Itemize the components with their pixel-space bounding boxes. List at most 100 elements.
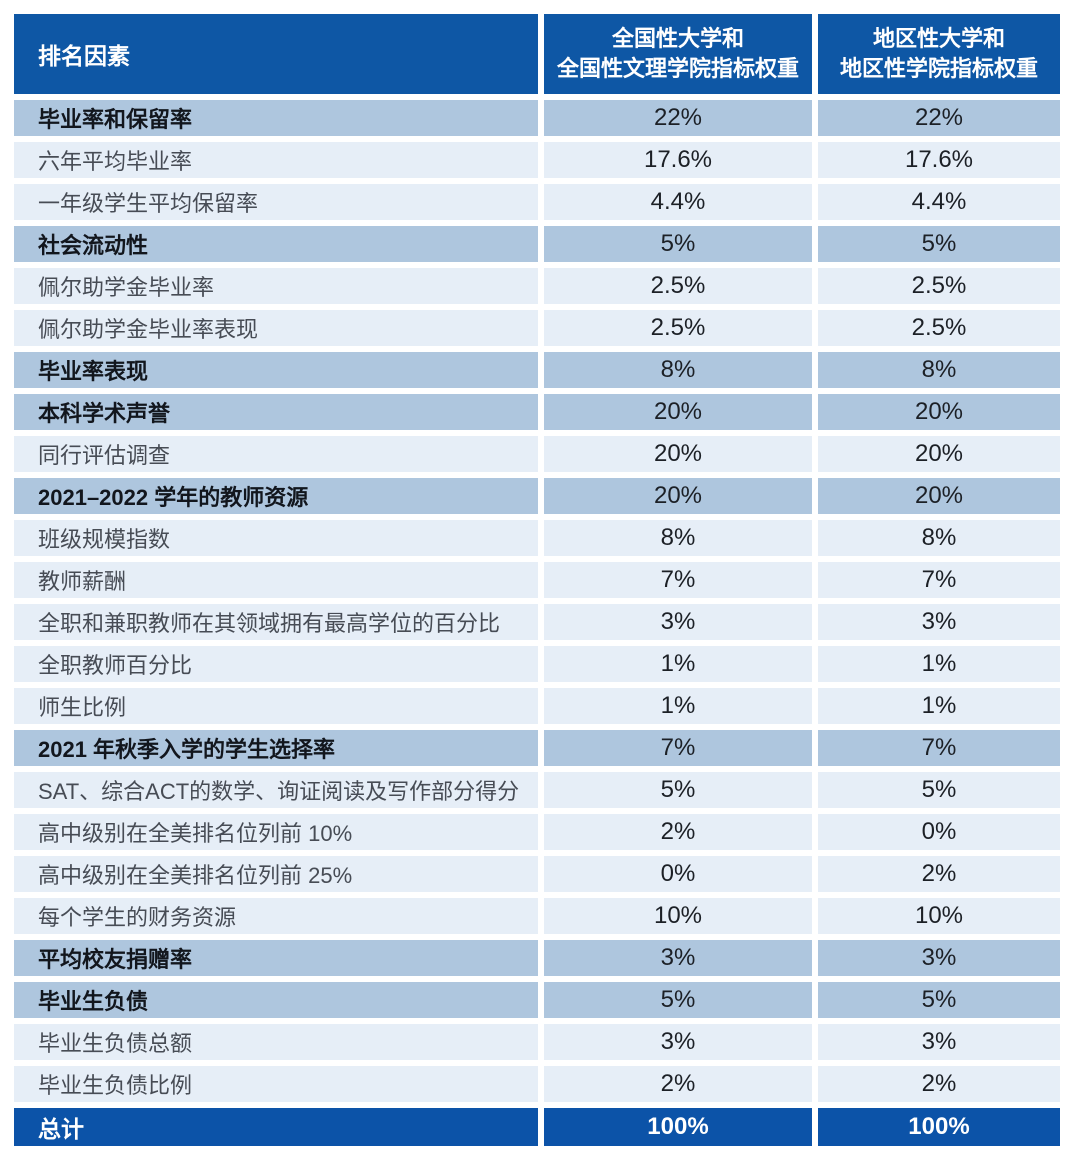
national-weight-value: 20% [544, 478, 812, 514]
ranking-weights-table: 排名因素 全国性大学和 全国性文理学院指标权重 地区性大学和 地区性学院指标权重… [14, 14, 1060, 1152]
row-label: 高中级别在全美排名位列前 25% [14, 856, 538, 892]
row-label: 本科学术声誉 [14, 394, 538, 430]
table-row: 毕业生负债总额 3% 3% [14, 1024, 1060, 1060]
regional-weight-value: 10% [818, 898, 1060, 934]
regional-weight-value: 1% [818, 688, 1060, 724]
regional-weight-value: 20% [818, 436, 1060, 472]
row-label: 毕业生负债总额 [14, 1024, 538, 1060]
table-row: 全职和兼职教师在其领域拥有最高学位的百分比 3% 3% [14, 604, 1060, 640]
regional-weight-value: 2% [818, 856, 1060, 892]
regional-weight-value: 8% [818, 520, 1060, 556]
row-label: 佩尔助学金毕业率 [14, 268, 538, 304]
row-label: 2021–2022 学年的教师资源 [14, 478, 538, 514]
national-weight-value: 10% [544, 898, 812, 934]
row-label: 毕业率和保留率 [14, 100, 538, 136]
row-label: 一年级学生平均保留率 [14, 184, 538, 220]
national-weight-value: 1% [544, 646, 812, 682]
regional-weight-value: 20% [818, 478, 1060, 514]
table-row: 六年平均毕业率 17.6% 17.6% [14, 142, 1060, 178]
national-weight-value: 8% [544, 520, 812, 556]
national-weight-value: 17.6% [544, 142, 812, 178]
header-national-line2: 全国性文理学院指标权重 [556, 56, 799, 81]
regional-weight-value: 20% [818, 394, 1060, 430]
national-weight-value: 3% [544, 940, 812, 976]
category-row: 本科学术声誉 20% 20% [14, 394, 1060, 430]
national-weight-value: 0% [544, 856, 812, 892]
regional-weight-value: 7% [818, 562, 1060, 598]
national-weight-value: 7% [544, 562, 812, 598]
category-row: 2021 年秋季入学的学生选择率 7% 7% [14, 730, 1060, 766]
row-label: 教师薪酬 [14, 562, 538, 598]
row-label: 六年平均毕业率 [14, 142, 538, 178]
regional-weight-value: 4.4% [818, 184, 1060, 220]
header-ranking-factors: 排名因素 [14, 14, 538, 94]
national-weight-value: 4.4% [544, 184, 812, 220]
header-national-line1: 全国性大学和 [611, 26, 744, 51]
table-row: 每个学生的财务资源 10% 10% [14, 898, 1060, 934]
row-label: 平均校友捐赠率 [14, 940, 538, 976]
row-label: 全职和兼职教师在其领域拥有最高学位的百分比 [14, 604, 538, 640]
national-weight-value: 22% [544, 100, 812, 136]
table-row: 佩尔助学金毕业率表现 2.5% 2.5% [14, 310, 1060, 346]
regional-weight-value: 1% [818, 646, 1060, 682]
row-label: 佩尔助学金毕业率表现 [14, 310, 538, 346]
row-label: 社会流动性 [14, 226, 538, 262]
table-body: 毕业率和保留率 22% 22% 六年平均毕业率 17.6% 17.6% 一年级学生平均保留率… [14, 100, 1060, 1102]
table-row: SAT、综合ACT的数学、询证阅读及写作部分得分 5% 5% [14, 772, 1060, 808]
row-label: 毕业生负债比例 [14, 1066, 538, 1102]
national-weight-value: 20% [544, 436, 812, 472]
row-label: 每个学生的财务资源 [14, 898, 538, 934]
category-row: 平均校友捐赠率 3% 3% [14, 940, 1060, 976]
table-row: 师生比例 1% 1% [14, 688, 1060, 724]
table-row: 班级规模指数 8% 8% [14, 520, 1060, 556]
total-row: 总计 100% 100% [14, 1108, 1060, 1146]
total-regional-value: 100% [818, 1108, 1060, 1146]
category-row: 社会流动性 5% 5% [14, 226, 1060, 262]
regional-weight-value: 2.5% [818, 310, 1060, 346]
category-row: 毕业生负债 5% 5% [14, 982, 1060, 1018]
row-label: 全职教师百分比 [14, 646, 538, 682]
table-row: 佩尔助学金毕业率 2.5% 2.5% [14, 268, 1060, 304]
row-label: 师生比例 [14, 688, 538, 724]
header-regional-line1: 地区性大学和 [872, 26, 1005, 51]
category-row: 毕业率表现 8% 8% [14, 352, 1060, 388]
row-label: 高中级别在全美排名位列前 10% [14, 814, 538, 850]
regional-weight-value: 3% [818, 1024, 1060, 1060]
row-label: 同行评估调查 [14, 436, 538, 472]
regional-weight-value: 22% [818, 100, 1060, 136]
table-row: 高中级别在全美排名位列前 25% 0% 2% [14, 856, 1060, 892]
row-label: 班级规模指数 [14, 520, 538, 556]
regional-weight-value: 3% [818, 940, 1060, 976]
table-row: 同行评估调查 20% 20% [14, 436, 1060, 472]
category-row: 毕业率和保留率 22% 22% [14, 100, 1060, 136]
national-weight-value: 20% [544, 394, 812, 430]
header-regional-weight: 地区性大学和 地区性学院指标权重 [818, 14, 1060, 94]
national-weight-value: 3% [544, 604, 812, 640]
regional-weight-value: 2.5% [818, 268, 1060, 304]
category-row: 2021–2022 学年的教师资源 20% 20% [14, 478, 1060, 514]
row-label: SAT、综合ACT的数学、询证阅读及写作部分得分 [14, 772, 538, 808]
row-label: 2021 年秋季入学的学生选择率 [14, 730, 538, 766]
total-national-value: 100% [544, 1108, 812, 1146]
regional-weight-value: 8% [818, 352, 1060, 388]
regional-weight-value: 3% [818, 604, 1060, 640]
national-weight-value: 7% [544, 730, 812, 766]
national-weight-value: 2% [544, 1066, 812, 1102]
table-row: 全职教师百分比 1% 1% [14, 646, 1060, 682]
row-label: 毕业率表现 [14, 352, 538, 388]
table-row: 毕业生负债比例 2% 2% [14, 1066, 1060, 1102]
national-weight-value: 2% [544, 814, 812, 850]
regional-weight-value: 0% [818, 814, 1060, 850]
total-label: 总计 [14, 1108, 538, 1146]
national-weight-value: 3% [544, 1024, 812, 1060]
national-weight-value: 5% [544, 982, 812, 1018]
national-weight-value: 2.5% [544, 310, 812, 346]
row-label: 毕业生负债 [14, 982, 538, 1018]
table-row: 教师薪酬 7% 7% [14, 562, 1060, 598]
national-weight-value: 2.5% [544, 268, 812, 304]
regional-weight-value: 17.6% [818, 142, 1060, 178]
table-header-row: 排名因素 全国性大学和 全国性文理学院指标权重 地区性大学和 地区性学院指标权重 [14, 14, 1060, 94]
national-weight-value: 5% [544, 772, 812, 808]
regional-weight-value: 7% [818, 730, 1060, 766]
national-weight-value: 1% [544, 688, 812, 724]
